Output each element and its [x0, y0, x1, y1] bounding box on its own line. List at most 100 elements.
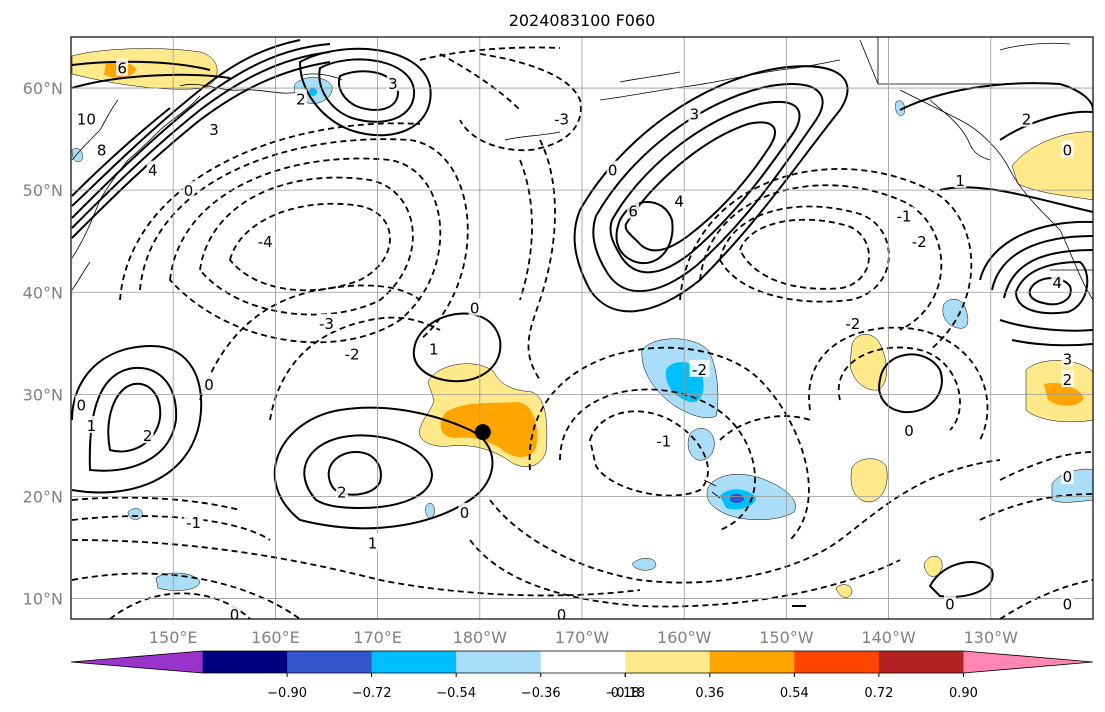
shading-layer [71, 48, 1093, 598]
colorbar-tick-label: 0.54 [780, 686, 809, 701]
lon-tick-label: 180°W [453, 628, 508, 647]
contour-label: 6 [117, 60, 127, 78]
contour-label-bg [386, 73, 399, 91]
contour-label-bg [183, 513, 204, 530]
contour-label: 1 [368, 534, 378, 552]
shade-positive [849, 334, 887, 391]
colorbar-outline [70, 650, 1094, 674]
lon-tick-label: 160°W [657, 628, 712, 647]
lon-tick-label: 160°E [251, 628, 300, 647]
graticule [71, 37, 1093, 619]
contour-label-bg [842, 313, 863, 331]
contour-label: -3 [554, 111, 569, 129]
contour-label-bg [468, 298, 481, 316]
shade-negative [127, 508, 143, 520]
lon-tick-label: 150°E [149, 628, 198, 647]
contour-label-bg [458, 502, 471, 520]
contour-label-bg [1061, 370, 1074, 388]
colorbar-tick-label: −0.36 [521, 686, 561, 701]
contour-label: 0 [230, 606, 240, 624]
contour-label: -1 [1060, 621, 1075, 639]
colorbar-segment [456, 651, 542, 673]
contour-label: 2 [143, 427, 153, 445]
contour-label-bg [1051, 273, 1064, 291]
contour-label: 6 [628, 203, 638, 221]
colorbar-tick-label: −0.54 [436, 686, 476, 701]
contour-label: 0 [460, 504, 470, 522]
contour-label: 3 [690, 106, 700, 124]
lat-tick-label: 40°N [23, 283, 63, 302]
contour-label: 0 [557, 606, 567, 624]
lat-tick-label: 60°N [23, 79, 63, 98]
lon-tick-label: 170°E [353, 628, 402, 647]
contour-label-bg [673, 191, 686, 209]
contour-label: -2 [345, 346, 360, 364]
contour-label-bg [903, 421, 916, 439]
contour-label-bg [1020, 109, 1033, 127]
contour-label: 0 [1063, 468, 1073, 486]
lat-tick-label: 50°N [23, 181, 63, 200]
shade-negative [895, 100, 905, 116]
shade-negative [155, 572, 201, 591]
contour-label-bg [335, 482, 348, 500]
colorbar-tick-label: −0.72 [352, 686, 392, 701]
colorbar-segment [287, 651, 373, 673]
colorbar: −0.90 −0.72 −0.54 −0.36 −0.180.18 0.36 0.54 0.7… [70, 650, 1094, 701]
contour-label-bg [427, 339, 440, 357]
contour-label: 4 [148, 162, 158, 180]
contour-label-bg [653, 431, 674, 449]
contour-label-bg [208, 119, 221, 137]
lon-tick-label: 140°W [861, 628, 916, 647]
contour-label: 2 [1063, 371, 1073, 389]
contour-label-bg [943, 594, 956, 612]
shade-positive [923, 556, 943, 577]
colorbar-segment [540, 651, 626, 673]
contour-label: 1 [87, 417, 97, 435]
shade-negative [631, 558, 657, 571]
colorbar-tick-label: −0.90 [267, 686, 307, 701]
colorbar-segment [371, 651, 457, 673]
negative-contours [71, 46, 1093, 619]
colorbar-extend-min [71, 651, 203, 673]
storm-center-marker [474, 424, 491, 441]
positive-contours [71, 39, 1093, 607]
colorbar-tick-label: 0.36 [695, 686, 724, 701]
contour-label: 0 [1063, 596, 1073, 614]
contour-label-bg [1061, 140, 1074, 158]
shade-negative [425, 503, 435, 519]
contour-label-bg [141, 426, 154, 444]
colorbar-segment [202, 651, 288, 673]
contour-label-bg [606, 160, 619, 178]
contour-label: -2 [912, 233, 927, 251]
contour-label: 0 [204, 376, 214, 394]
contour-label: 0 [608, 162, 618, 180]
contour-label: 1 [429, 340, 439, 358]
shade-negative [942, 298, 969, 329]
contour-label-bg [75, 395, 88, 413]
contour-label-bg [689, 359, 710, 377]
contour-label-bg [316, 313, 337, 331]
contour-label-bg [182, 181, 195, 199]
contour-label-bg [76, 109, 97, 127]
contour-label-bg [1057, 620, 1077, 637]
contour-label-bg [255, 232, 276, 250]
contour-label: 0 [184, 182, 194, 200]
contour-label: 1 [955, 172, 965, 190]
map-area: 6108430-4-3-232-30364-2-1-2120432012100-… [71, 37, 1093, 639]
contour-label: -1 [656, 432, 671, 450]
colorbar-segment [878, 651, 964, 673]
lon-tick-label: 130°W [964, 628, 1019, 647]
contour-label-bg [1061, 594, 1074, 612]
contour-label-bg [909, 232, 930, 250]
contour-label: 0 [1063, 141, 1073, 159]
lon-tick-label: 150°W [759, 628, 814, 647]
contour-label-bg [146, 160, 159, 178]
colorbar-tick-label: 0.18 [611, 686, 640, 701]
contour-label: 3 [388, 75, 398, 93]
contour-label-bg [95, 140, 108, 158]
contour-label-bg [627, 201, 640, 219]
contour-label-bg [342, 344, 363, 362]
axis-tick-labels: 150°E 160°E 170°E 180°W 170°W 160°W 150°W 140°W… [23, 79, 1018, 647]
contour-label-bg [688, 104, 701, 122]
